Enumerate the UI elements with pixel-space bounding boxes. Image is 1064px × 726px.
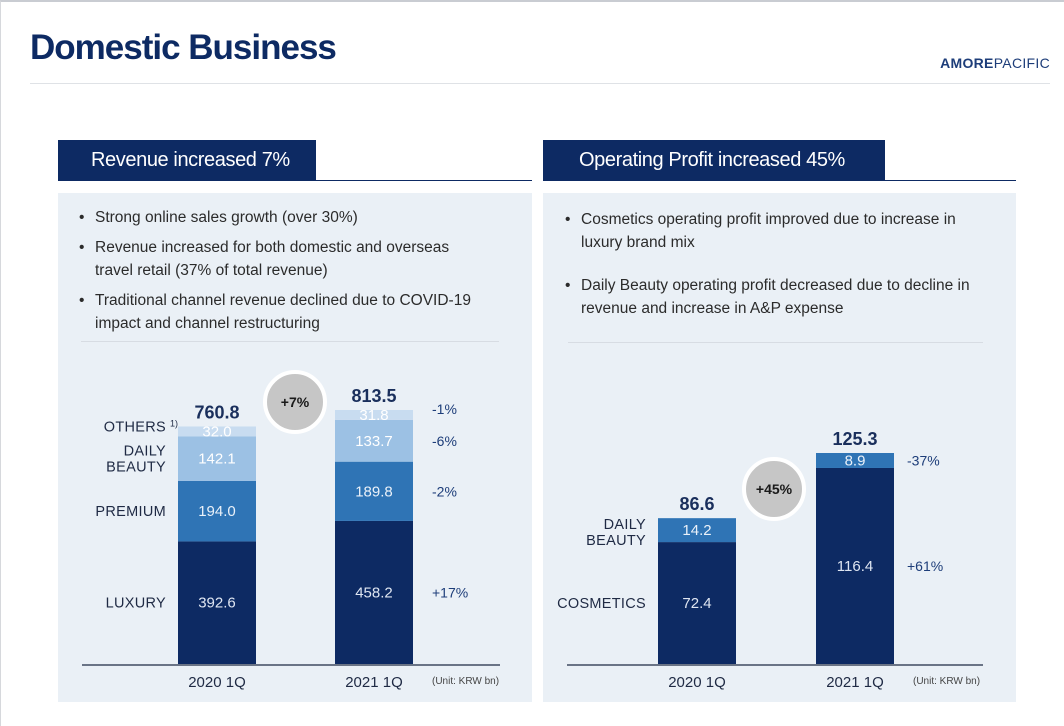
profit-bullet-list: Cosmetics operating profit improved due … — [565, 208, 1005, 340]
unit-label: (Unit: KRW bn) — [913, 676, 980, 687]
change-label: +17% — [432, 584, 468, 600]
bar-segment — [335, 410, 413, 420]
bar-total-label: 760.8 — [194, 402, 239, 422]
series-label: PREMIUM — [95, 504, 166, 520]
series-label: BEAUTY — [106, 460, 166, 476]
profit-separator — [568, 342, 983, 343]
profit-heading-rule — [543, 180, 1016, 181]
revenue-heading-rule — [58, 180, 532, 181]
series-label: DAILY — [124, 444, 166, 460]
change-label: +61% — [907, 558, 943, 574]
series-label: OTHERS — [104, 419, 166, 435]
bar-value-label: 194.0 — [198, 503, 236, 520]
bar-value-label: 189.8 — [355, 483, 393, 500]
bar-segment — [335, 419, 413, 462]
change-label: -37% — [907, 452, 940, 468]
revenue-panel-heading: Revenue increased 7% — [58, 140, 316, 180]
bar-segment — [816, 453, 894, 468]
bar-segment — [658, 542, 736, 664]
growth-bubble-label: +45% — [756, 481, 793, 497]
bar-value-label: 392.6 — [198, 595, 236, 612]
revenue-bullet: Traditional channel revenue declined due… — [79, 289, 499, 335]
bar-value-label: 458.2 — [355, 584, 393, 601]
page-title: Domestic Business — [30, 28, 337, 67]
footnote-mark: 1) — [170, 418, 178, 428]
revenue-bullet: Revenue increased for both domestic and … — [79, 236, 479, 282]
bar-value-label: 8.9 — [845, 452, 866, 469]
bar-value-label: 133.7 — [355, 433, 393, 450]
revenue-bullet: Strong online sales growth (over 30%) — [79, 206, 519, 229]
bar-value-label: 116.4 — [837, 558, 873, 575]
bar-segment — [816, 467, 894, 664]
bar-value-label: 72.4 — [682, 595, 711, 612]
bar-total-label: 86.6 — [679, 494, 714, 514]
bar-segment — [178, 426, 256, 437]
brand-logo-part-a: AMORE — [940, 55, 994, 71]
profit-panel: Operating Profit increased 45% Cosmetics… — [543, 140, 1016, 702]
brand-logo: AMOREPACIFIC — [940, 55, 1050, 71]
growth-bubble — [263, 370, 327, 434]
title-divider — [30, 83, 1050, 84]
bar-value-label: 14.2 — [682, 522, 711, 539]
profit-panel-body: Cosmetics operating profit improved due … — [543, 193, 1016, 702]
growth-bubble — [742, 457, 806, 521]
change-label: -6% — [432, 433, 457, 449]
series-label: COSMETICS — [557, 596, 646, 612]
x-tick-label: 2020 1Q — [668, 674, 726, 691]
bar-segment — [335, 461, 413, 521]
revenue-bullet-list: Strong online sales growth (over 30%) Re… — [79, 206, 519, 342]
series-label: BEAUTY — [586, 533, 646, 549]
bar-segment — [178, 541, 256, 664]
bar-value-label: 142.1 — [198, 451, 236, 468]
bar-value-label: 32.0 — [202, 423, 231, 440]
bar-segment — [335, 520, 413, 664]
bar-segment — [178, 480, 256, 542]
revenue-panel: Revenue increased 7% Strong online sales… — [58, 140, 532, 702]
series-label: LUXURY — [106, 596, 166, 612]
revenue-separator — [81, 341, 499, 342]
x-tick-label: 2021 1Q — [345, 674, 403, 691]
x-tick-label: 2021 1Q — [826, 674, 884, 691]
change-label: -1% — [432, 401, 457, 417]
bar-value-label: 31.8 — [359, 407, 388, 424]
revenue-panel-body: Strong online sales growth (over 30%) Re… — [58, 193, 532, 702]
profit-bullet: Daily Beauty operating profit decreased … — [565, 274, 985, 320]
bar-total-label: 813.5 — [351, 386, 396, 406]
profit-panel-heading: Operating Profit increased 45% — [543, 140, 885, 180]
bar-segment — [658, 518, 736, 543]
bar-total-label: 125.3 — [832, 429, 877, 449]
unit-label: (Unit: KRW bn) — [432, 676, 499, 687]
x-tick-label: 2020 1Q — [188, 674, 246, 691]
series-label: DAILY — [604, 517, 646, 533]
change-label: -2% — [432, 483, 457, 499]
growth-bubble-label: +7% — [281, 394, 310, 410]
bar-segment — [178, 436, 256, 481]
profit-bullet: Cosmetics operating profit improved due … — [565, 208, 985, 254]
brand-logo-part-b: PACIFIC — [993, 55, 1050, 71]
